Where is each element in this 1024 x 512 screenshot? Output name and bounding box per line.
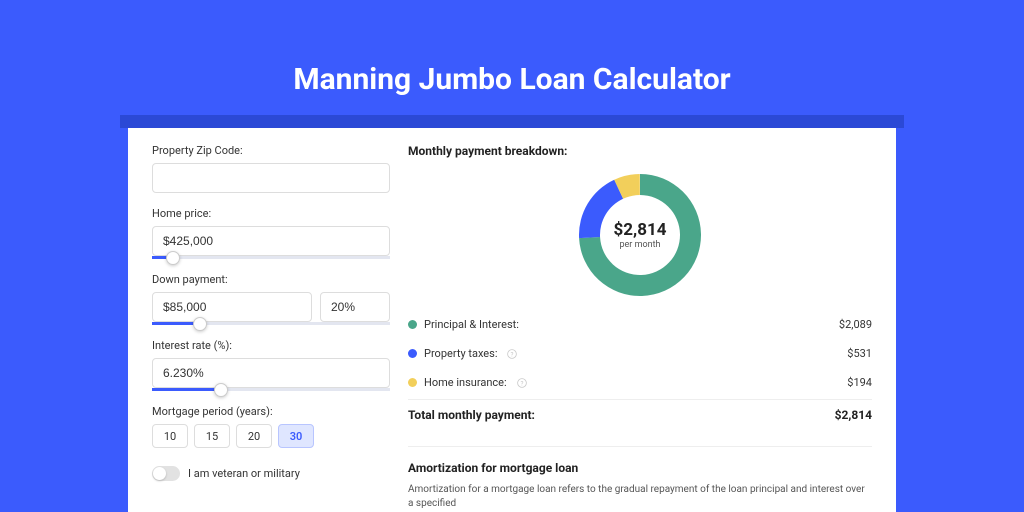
- card-shadow-strip: [120, 115, 904, 128]
- breakdown-item-value: $531: [847, 347, 872, 360]
- interest-rate-input[interactable]: [152, 358, 390, 388]
- period-options: 10152030: [152, 424, 390, 448]
- svg-text:?: ?: [520, 379, 523, 387]
- svg-text:?: ?: [511, 350, 514, 358]
- home-price-input[interactable]: [152, 226, 390, 256]
- payment-donut: $2,814 per month: [579, 174, 701, 296]
- amortization-section: Amortization for mortgage loan Amortizat…: [408, 446, 872, 511]
- period-option-30[interactable]: 30: [278, 424, 314, 448]
- total-value: $2,814: [835, 408, 872, 422]
- interest-rate-slider-fill: [152, 388, 221, 391]
- home-price-slider-thumb[interactable]: [166, 251, 180, 265]
- interest-rate-slider-thumb[interactable]: [214, 383, 228, 397]
- interest-rate-label: Interest rate (%):: [152, 339, 390, 352]
- veteran-row: I am veteran or military: [152, 466, 390, 481]
- down-payment-slider[interactable]: [152, 322, 390, 325]
- donut-container: $2,814 per month: [408, 168, 872, 310]
- breakdown-row: Property taxes:? $531: [408, 339, 872, 368]
- down-payment-amount-input[interactable]: [152, 292, 312, 322]
- legend-dot-icon: [408, 349, 417, 358]
- veteran-label: I am veteran or military: [188, 467, 300, 480]
- period-option-15[interactable]: 15: [194, 424, 230, 448]
- breakdown-list: Principal & Interest: $2,089 Property taxe…: [408, 310, 872, 397]
- breakdown-left: Home insurance:?: [408, 376, 527, 389]
- amortization-text: Amortization for a mortgage loan refers …: [408, 483, 872, 511]
- interest-rate-group: Interest rate (%):: [152, 339, 390, 391]
- donut-amount: $2,814: [614, 220, 667, 240]
- results-column: Monthly payment breakdown: $2,814 per mo…: [408, 144, 872, 496]
- calculator-card: Property Zip Code: Home price: Down paym…: [128, 128, 896, 512]
- breakdown-item-label: Principal & Interest:: [424, 318, 519, 331]
- zip-group: Property Zip Code:: [152, 144, 390, 193]
- down-payment-slider-thumb[interactable]: [193, 317, 207, 331]
- breakdown-item-value: $194: [847, 376, 872, 389]
- breakdown-row: Principal & Interest: $2,089: [408, 310, 872, 339]
- page-title: Manning Jumbo Loan Calculator: [293, 62, 730, 97]
- home-price-group: Home price:: [152, 207, 390, 259]
- down-payment-percent-input[interactable]: [320, 292, 390, 322]
- info-icon[interactable]: ?: [507, 349, 517, 359]
- veteran-toggle[interactable]: [152, 466, 180, 481]
- total-label: Total monthly payment:: [408, 408, 535, 422]
- home-price-slider[interactable]: [152, 256, 390, 259]
- breakdown-left: Property taxes:?: [408, 347, 517, 360]
- donut-center: $2,814 per month: [579, 174, 701, 296]
- breakdown-item-value: $2,089: [839, 318, 872, 331]
- info-icon[interactable]: ?: [517, 378, 527, 388]
- total-row: Total monthly payment: $2,814: [408, 399, 872, 430]
- home-price-label: Home price:: [152, 207, 390, 220]
- legend-dot-icon: [408, 378, 417, 387]
- period-option-20[interactable]: 20: [236, 424, 272, 448]
- breakdown-left: Principal & Interest:: [408, 318, 519, 331]
- down-payment-label: Down payment:: [152, 273, 390, 286]
- interest-rate-slider[interactable]: [152, 388, 390, 391]
- breakdown-row: Home insurance:? $194: [408, 368, 872, 397]
- donut-sub: per month: [619, 240, 660, 250]
- zip-input[interactable]: [152, 163, 390, 193]
- form-column: Property Zip Code: Home price: Down paym…: [152, 144, 390, 496]
- breakdown-title: Monthly payment breakdown:: [408, 144, 872, 158]
- breakdown-item-label: Property taxes:: [424, 347, 497, 360]
- period-label: Mortgage period (years):: [152, 405, 390, 418]
- period-group: Mortgage period (years): 10152030: [152, 405, 390, 448]
- down-payment-group: Down payment:: [152, 273, 390, 325]
- period-option-10[interactable]: 10: [152, 424, 188, 448]
- breakdown-item-label: Home insurance:: [424, 376, 507, 389]
- amortization-title: Amortization for mortgage loan: [408, 461, 872, 475]
- zip-label: Property Zip Code:: [152, 144, 390, 157]
- legend-dot-icon: [408, 320, 417, 329]
